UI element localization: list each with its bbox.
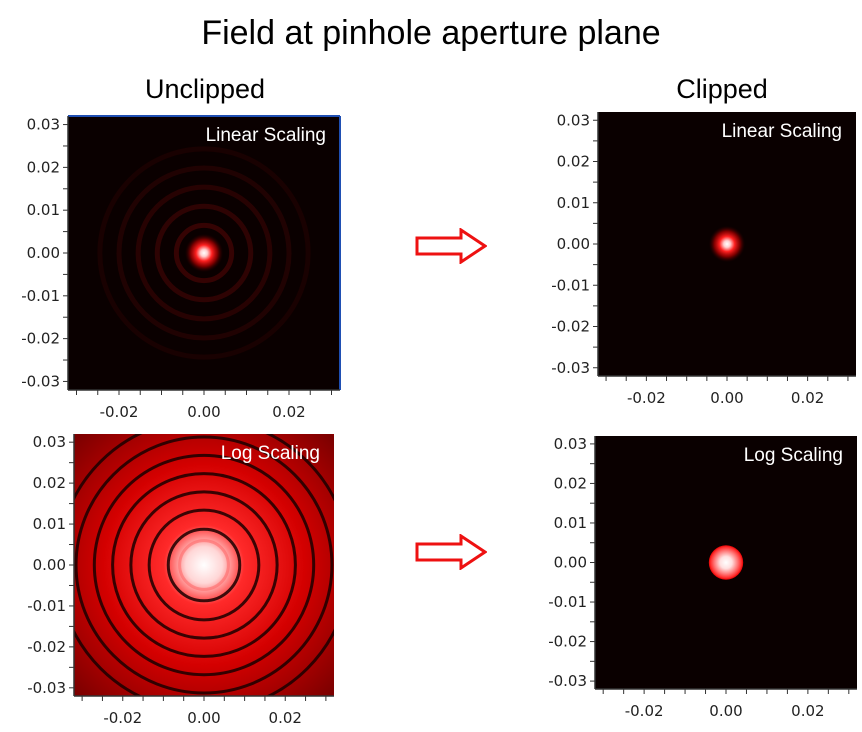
x-tick-label: -0.02 [627,389,666,407]
x-tick-label: 0.00 [187,403,220,421]
clipped-disk [708,545,744,580]
x-tick-label: 0.02 [272,403,305,421]
y-tick-label: -0.01 [27,597,66,615]
diffraction-ring [135,184,273,322]
diffraction-ring [97,146,311,360]
y-tick-label: -0.02 [548,633,587,651]
y-tick-label: -0.02 [27,638,66,656]
y-tick-label: -0.03 [551,359,590,377]
nodal-ring [74,435,334,695]
y-tick-label: 0.01 [554,514,587,532]
y-tick-label: -0.03 [21,372,60,390]
y-tick-label: 0.02 [557,153,590,171]
figure-title: Field at pinhole aperture plane [201,14,661,52]
heatmap-svg: 0.03 0.02 0.01 0.00 -0.01 -0.02 -0.03 -0.02 0.00… [551,111,856,407]
x-tick-label: 0.00 [709,702,742,720]
panel-unclipped-log: 0.03 0.02 0.01 0.00 -0.01 -0.02 -0.03 -0.02 0.00… [0,428,350,732]
panel-unclipped-linear: 0.03 0.02 0.01 0.00 -0.01 -0.02 -0.03 -0.02 0.00… [0,108,350,428]
heatmap-svg: 0.03 0.02 0.01 0.00 -0.01 -0.02 -0.03 -0.02 0.00… [27,433,334,727]
y-tick-label: 0.03 [557,111,590,129]
y-tick-label: 0.02 [27,158,60,176]
y-tick-label: -0.02 [21,330,60,348]
x-tick-label: 0.02 [269,709,302,727]
heatmap-svg: 0.03 0.02 0.01 0.00 -0.01 -0.02 -0.03 -0.02 0.00… [21,115,341,421]
arrow-bottom-shape [415,534,487,570]
column-title-unclipped: Unclipped [144,74,266,104]
y-tick-label: 0.00 [33,556,66,574]
scaling-label: Linear Scaling [206,125,326,146]
diffraction-ring [173,222,235,284]
x-tick-label: 0.00 [710,389,743,407]
column-title-clipped: Clipped [676,74,768,104]
right-arrow-outline-icon [415,534,487,570]
y-tick-label: 0.00 [27,244,60,262]
right-arrow-outline-icon [415,228,487,264]
x-tick-label: 0.02 [791,702,824,720]
x-tick-label: 0.00 [187,709,220,727]
heatmap-svg: 0.03 0.02 0.01 0.00 -0.01 -0.02 -0.03 -0.02 0.00… [548,435,857,720]
y-tick-label: 0.02 [33,474,66,492]
panel-clipped-log: 0.03 0.02 0.01 0.00 -0.01 -0.02 -0.03 -0.02 0.00… [520,428,860,732]
y-tick-label: 0.03 [27,116,60,134]
y-tick-label: -0.01 [551,276,590,294]
y-tick-label: 0.00 [557,235,590,253]
central-spot [708,225,746,263]
nodal-ring [147,508,261,622]
arrow-top-shape [415,228,487,264]
y-tick-label: -0.01 [548,593,587,611]
central-spot [184,233,224,273]
diffraction-ring [116,165,292,341]
y-tick-label: -0.01 [21,287,60,305]
y-tick-label: -0.03 [548,672,587,690]
inner-ring-highlight [178,539,230,591]
scaling-label: Log Scaling [221,443,320,464]
panel-clipped-linear: 0.03 0.02 0.01 0.00 -0.01 -0.02 -0.03 -0.02 0.00… [520,108,860,428]
scaling-label: Log Scaling [744,445,843,466]
y-tick-label: 0.00 [554,554,587,572]
y-tick-label: 0.02 [554,474,587,492]
y-tick-label: -0.03 [27,679,66,697]
x-tick-label: -0.02 [103,709,142,727]
nodal-ring [129,490,279,640]
y-tick-label: 0.01 [33,515,66,533]
y-tick-label: -0.02 [551,318,590,336]
nodal-ring [166,527,242,603]
scaling-label: Linear Scaling [722,121,842,142]
y-tick-label: 0.01 [27,201,60,219]
nodal-ring [111,472,297,658]
diffraction-ring [154,203,254,303]
x-tick-label: 0.02 [791,389,824,407]
x-tick-label: -0.02 [625,702,664,720]
y-tick-label: 0.03 [33,433,66,451]
y-tick-label: 0.03 [554,435,587,453]
y-tick-label: 0.01 [557,194,590,212]
x-tick-label: -0.02 [100,403,139,421]
nodal-ring [92,453,316,677]
